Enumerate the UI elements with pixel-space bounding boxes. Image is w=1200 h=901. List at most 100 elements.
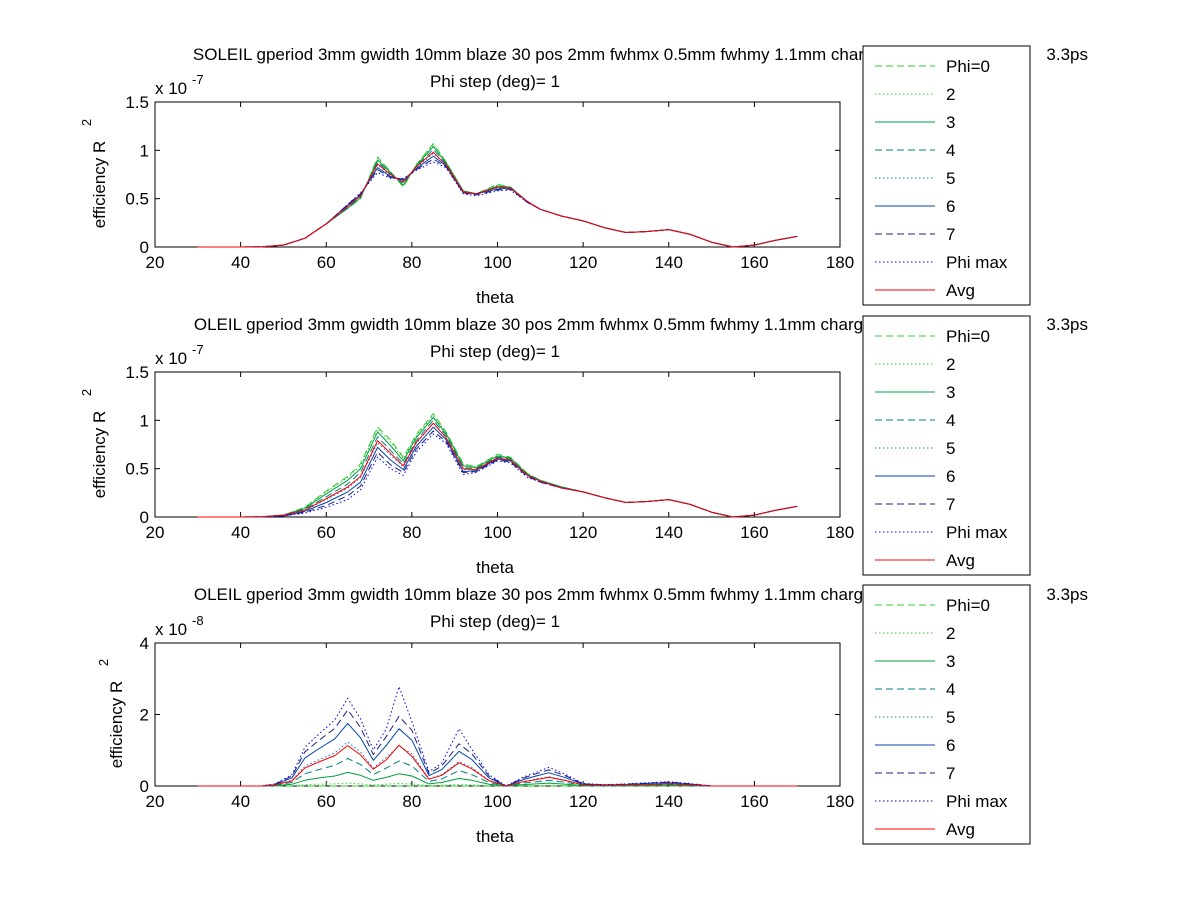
legend-label: 3 xyxy=(946,383,955,402)
legend-label: Phi=0 xyxy=(946,596,990,615)
chart-subtitle: Phi step (deg)= 1 xyxy=(430,612,560,631)
x-tick-label: 120 xyxy=(569,792,597,811)
y-axis-label-sup: 2 xyxy=(79,389,94,396)
series-line-avg xyxy=(197,151,798,248)
x-tick-label: 20 xyxy=(146,523,165,542)
x-tick-label: 160 xyxy=(740,253,768,272)
legend-label: 2 xyxy=(946,85,955,104)
series-line-3 xyxy=(197,771,798,787)
chart-title-tail: 3.3ps xyxy=(1046,585,1088,604)
legend-label: 6 xyxy=(946,736,955,755)
legend-label: 3 xyxy=(946,652,955,671)
x-tick-label: 80 xyxy=(402,792,421,811)
x-axis-label: theta xyxy=(476,288,514,307)
x-tick-label: 180 xyxy=(826,523,854,542)
y-tick-label: 1.5 xyxy=(125,363,149,382)
x-tick-label: 140 xyxy=(655,792,683,811)
legend-label: 4 xyxy=(946,141,955,160)
x-tick-label: 180 xyxy=(826,792,854,811)
x-tick-label: 60 xyxy=(317,253,336,272)
legend-label: Phi max xyxy=(946,523,1008,542)
y-exponent-label: x 10 xyxy=(155,620,187,639)
x-tick-label: 40 xyxy=(231,792,250,811)
chart-title-tail: 3.3ps xyxy=(1046,45,1088,64)
legend-label: 4 xyxy=(946,411,955,430)
legend-label: 5 xyxy=(946,169,955,188)
legend-label: 6 xyxy=(946,467,955,486)
x-tick-label: 100 xyxy=(483,523,511,542)
legend-label: 4 xyxy=(946,680,955,699)
y-tick-label: 1 xyxy=(140,411,149,430)
chart-title: SOLEIL gperiod 3mm gwidth 10mm blaze 30 … xyxy=(193,45,897,64)
legend-label: Phi=0 xyxy=(946,327,990,346)
y-tick-label: 0 xyxy=(140,238,149,257)
x-tick-label: 60 xyxy=(317,792,336,811)
legend: Phi=0 2 3 4 5 6 7 Phi max Avg xyxy=(862,45,1031,306)
x-tick-label: 20 xyxy=(146,792,165,811)
x-tick-label: 20 xyxy=(146,253,165,272)
y-tick-label: 0.5 xyxy=(125,460,149,479)
legend-label: 7 xyxy=(946,495,955,514)
series-line-avg xyxy=(197,422,798,518)
series-line-phi-max xyxy=(197,686,798,787)
x-axis-label: theta xyxy=(476,827,514,846)
chart-title-tail: 3.3ps xyxy=(1046,315,1088,334)
legend-box xyxy=(862,45,1031,306)
x-tick-label: 140 xyxy=(655,253,683,272)
y-axis-label-sup: 2 xyxy=(79,119,94,126)
y-tick-label: 0 xyxy=(140,777,149,796)
x-axis-label: theta xyxy=(476,558,514,577)
legend-label: Phi max xyxy=(946,792,1008,811)
legend-label: Avg xyxy=(946,281,975,300)
y-axis-label: efficiency R xyxy=(107,681,126,769)
legend-label: 5 xyxy=(946,708,955,727)
legend-label: Phi max xyxy=(946,253,1008,272)
series-line-avg xyxy=(197,744,798,787)
y-tick-label: 4 xyxy=(140,634,149,653)
chart-title: OLEIL gperiod 3mm gwidth 10mm blaze 30 p… xyxy=(194,315,896,334)
series-line-phi-max xyxy=(197,433,798,518)
y-tick-label: 1 xyxy=(140,141,149,160)
x-tick-label: 120 xyxy=(569,253,597,272)
x-tick-label: 100 xyxy=(483,792,511,811)
y-tick-label: 0.5 xyxy=(125,190,149,209)
subplot-3: OLEIL gperiod 3mm gwidth 10mm blaze 30 p… xyxy=(96,584,1088,846)
series-line-phi-max xyxy=(197,161,798,248)
y-tick-label: 2 xyxy=(140,706,149,725)
x-tick-label: 80 xyxy=(402,253,421,272)
x-tick-label: 80 xyxy=(402,523,421,542)
y-axis-label: efficiency R xyxy=(90,141,109,229)
x-tick-label: 120 xyxy=(569,523,597,542)
y-exponent-label: x 10 xyxy=(155,79,187,98)
legend-label: 3 xyxy=(946,113,955,132)
legend-label: 6 xyxy=(946,197,955,216)
legend-label: 5 xyxy=(946,439,955,458)
x-tick-label: 40 xyxy=(231,253,250,272)
chart-subtitle: Phi step (deg)= 1 xyxy=(430,72,560,91)
legend-label: Phi=0 xyxy=(946,57,990,76)
y-axis-label-sup: 2 xyxy=(96,659,111,666)
legend-label: 7 xyxy=(946,225,955,244)
series-line-7 xyxy=(197,430,798,518)
x-tick-label: 140 xyxy=(655,523,683,542)
y-exponent-sup: -7 xyxy=(192,342,204,357)
series-line-2 xyxy=(197,782,798,787)
legend-label: 7 xyxy=(946,764,955,783)
legend-box xyxy=(862,315,1031,576)
subplot-1: SOLEIL gperiod 3mm gwidth 10mm blaze 30 … xyxy=(79,45,1088,307)
y-exponent-label: x 10 xyxy=(155,349,187,368)
x-tick-label: 40 xyxy=(231,523,250,542)
legend-label: 2 xyxy=(946,355,955,374)
subplot-2: OLEIL gperiod 3mm gwidth 10mm blaze 30 p… xyxy=(79,315,1088,577)
x-tick-label: 160 xyxy=(740,523,768,542)
x-tick-label: 60 xyxy=(317,523,336,542)
x-tick-label: 160 xyxy=(740,792,768,811)
chart-title: OLEIL gperiod 3mm gwidth 10mm blaze 30 p… xyxy=(194,585,896,604)
legend-box xyxy=(862,584,1031,845)
x-tick-label: 180 xyxy=(826,253,854,272)
legend-label: Avg xyxy=(946,551,975,570)
y-exponent-sup: -8 xyxy=(192,613,204,628)
legend: Phi=0 2 3 4 5 6 7 Phi max Avg xyxy=(862,315,1031,576)
chart-subtitle: Phi step (deg)= 1 xyxy=(430,342,560,361)
